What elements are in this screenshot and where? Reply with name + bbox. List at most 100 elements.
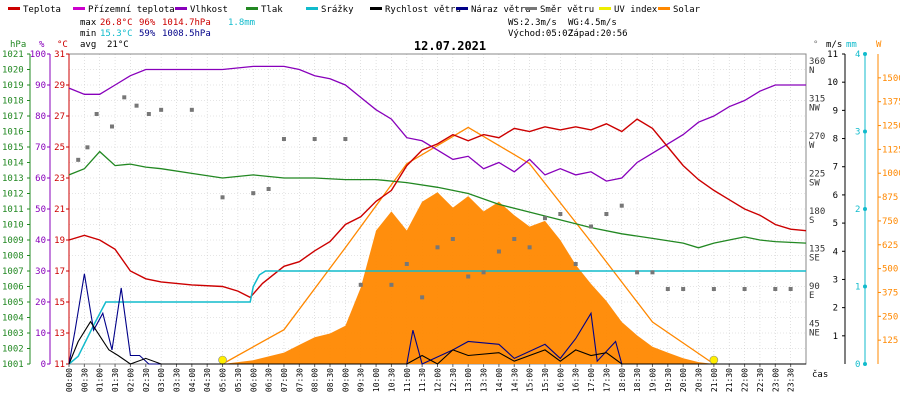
humidity-tick-label: 50 — [35, 205, 46, 215]
stats-min-press: 1008.5hPa — [162, 29, 211, 39]
time-tick-label: 05:30 — [234, 368, 243, 392]
pressure-tick-label: 1016 — [2, 128, 24, 138]
solar-tick-label: 625 — [882, 241, 898, 251]
time-tick-label: 21:00 — [710, 368, 719, 392]
time-tick-label: 20:30 — [695, 368, 704, 392]
time-tick-label: 04:00 — [188, 368, 197, 392]
pressure-tick-label: 1005 — [2, 298, 24, 308]
legend-swatch — [456, 7, 468, 10]
stats-min-temp: 15.3°C — [100, 29, 133, 39]
temperature-tick-label: 25 — [54, 143, 65, 153]
time-tick-label: 18:00 — [618, 368, 627, 392]
pressure-tick-label: 1008 — [2, 252, 24, 262]
chart-date-title: 12.07.2021 — [414, 39, 486, 53]
wind-direction-point — [134, 103, 139, 108]
legend-swatch — [246, 7, 258, 10]
temperature-tick-label: 17 — [54, 267, 65, 277]
solar-tick-label: 875 — [882, 193, 898, 203]
temperature-tick-label: 15 — [54, 298, 65, 308]
stats-avg-temp: 21°C — [107, 40, 129, 50]
wind-speed-tick-label: 6 — [833, 191, 838, 201]
pressure-tick-label: 1019 — [2, 81, 24, 91]
pressure-tick-label: 1009 — [2, 236, 24, 246]
unit-time: čas — [812, 369, 828, 380]
stats-min-label: min — [80, 29, 96, 39]
wind-direction-point — [542, 216, 547, 221]
solar-tick-label: 1500 — [882, 74, 900, 84]
rain-tick-label: 0 — [855, 360, 860, 370]
direction-tick-label: 270 — [809, 132, 825, 142]
pressure-tick-label: 1018 — [2, 97, 24, 107]
sun-marker — [218, 355, 227, 365]
time-tick-label: 10:30 — [387, 368, 396, 392]
legend-swatch — [525, 7, 537, 10]
humidity-tick-label: 40 — [35, 236, 46, 246]
wind-direction-point — [481, 270, 486, 275]
time-tick-label: 14:30 — [510, 368, 519, 392]
legend-swatch — [306, 7, 318, 10]
direction-cardinal-label: NE — [809, 329, 820, 339]
time-tick-label: 16:30 — [572, 368, 581, 392]
temperature-tick-label: 21 — [54, 205, 65, 215]
temperature-tick-label: 27 — [54, 112, 65, 122]
direction-tick-label: 315 — [809, 95, 825, 105]
wind-direction-point — [650, 270, 655, 275]
legend-swatch — [175, 7, 187, 10]
wind-direction-point — [742, 287, 747, 291]
wind-direction-point — [266, 187, 271, 191]
wind-speed-tick-label: 10 — [827, 78, 838, 88]
plot-area — [68, 65, 807, 365]
time-tick-label: 12:30 — [449, 368, 458, 392]
direction-cardinal-label: W — [809, 141, 815, 151]
unit-hpa: hPa — [10, 40, 26, 50]
legend-swatch — [658, 7, 670, 10]
stats-sunset: Západ:20:56 — [568, 29, 628, 39]
wind-direction-point — [404, 262, 409, 266]
solar-tick-label: 250 — [882, 312, 898, 322]
stats-max-temp: 26.8°C — [100, 18, 133, 28]
direction-cardinal-label: E — [809, 291, 814, 301]
solar-tick-label: 500 — [882, 265, 898, 275]
wind-direction-point — [343, 137, 348, 141]
solar-tick-label: 1375 — [882, 98, 900, 108]
pressure-tick-label: 1012 — [2, 190, 24, 200]
wind-direction-point — [558, 212, 563, 216]
time-tick-label: 22:00 — [741, 368, 750, 392]
wind-direction-point — [512, 237, 517, 241]
wind-direction-point — [450, 237, 455, 241]
wind-direction-point — [220, 195, 225, 200]
axes: 1021102010191018101710161015101410131012… — [2, 50, 900, 392]
wind-direction-point — [85, 145, 90, 150]
wind-direction-point — [665, 287, 670, 291]
wind-direction-point — [466, 274, 471, 279]
direction-tick-label: 360 — [809, 57, 825, 67]
legend-label: UV index — [614, 5, 658, 15]
time-tick-label: 08:00 — [311, 368, 320, 392]
time-tick-label: 20:00 — [679, 368, 688, 392]
wind-direction-point — [496, 249, 501, 254]
wind-direction-point — [146, 112, 151, 116]
wind-direction-point — [711, 287, 716, 291]
pressure-tick-label: 1001 — [2, 360, 24, 370]
wind-direction-point — [251, 191, 256, 196]
stats-panel: max 26.8°C 96% 1014.7hPa 1.8mm min 15.3°… — [80, 18, 628, 50]
direction-tick-label: 225 — [809, 170, 825, 180]
rain-tick-dot — [863, 129, 867, 134]
wind-speed-tick-label: 1 — [833, 332, 838, 342]
direction-cardinal-label: S — [809, 216, 814, 226]
wind-speed-tick-label: 2 — [833, 304, 838, 314]
temperature-tick-label: 29 — [54, 81, 65, 91]
humidity-line — [68, 65, 806, 182]
time-tick-label: 14:00 — [495, 368, 504, 392]
time-tick-label: 19:30 — [664, 368, 673, 392]
wind-speed-tick-label: 4 — [833, 247, 838, 257]
wind-direction-point — [159, 107, 164, 112]
legend-label: Náraz větru — [471, 5, 531, 15]
legend-label: Rychlost větru — [385, 5, 461, 15]
rain-tick-dot — [863, 362, 867, 366]
humidity-tick-label: 80 — [35, 112, 46, 122]
direction-tick-label: 135 — [809, 245, 825, 255]
time-tick-label: 05:00 — [219, 368, 228, 392]
legend-label: Tlak — [261, 5, 283, 15]
